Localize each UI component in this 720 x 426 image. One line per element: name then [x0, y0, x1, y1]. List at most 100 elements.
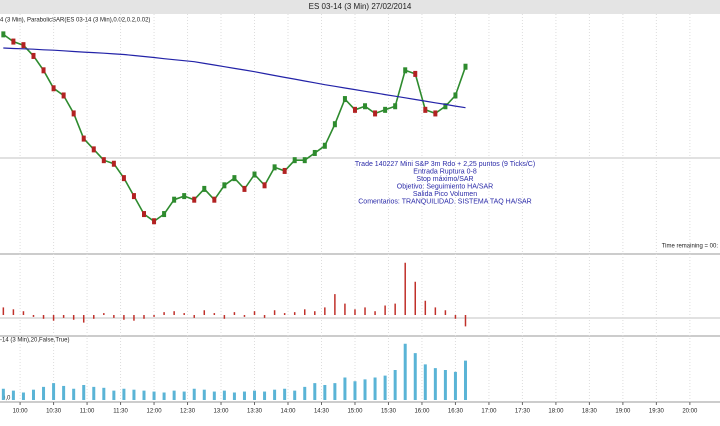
volume-axis-label: 0,0 [2, 396, 11, 402]
price-mark [433, 110, 438, 117]
price-mark [1, 31, 6, 38]
volume-bar [162, 392, 166, 400]
price-mark [131, 193, 136, 200]
price-mark [302, 157, 307, 164]
price-mark [403, 67, 408, 74]
x-tick-label: 15:30 [381, 409, 397, 415]
price-mark [282, 167, 287, 174]
price-mark [232, 175, 237, 182]
price-mark [81, 135, 86, 142]
moving-average [3, 47, 466, 109]
price-mark [342, 96, 347, 103]
volume-bar [152, 391, 156, 400]
price-mark [363, 103, 368, 110]
volume-bar [172, 390, 176, 400]
volume-bar [242, 391, 246, 400]
price-mark [413, 70, 418, 77]
volume-bar [212, 391, 216, 400]
price-mark [192, 196, 197, 203]
x-tick-label: 16:30 [448, 409, 464, 415]
volume-bar [423, 364, 427, 400]
volume-bar [72, 388, 76, 400]
annotation: Objetivo: Seguimiento HA/SAR [397, 183, 494, 190]
x-tick-label: 13:30 [247, 409, 263, 415]
x-tick-label: 10:00 [13, 409, 29, 415]
price-mark [21, 42, 26, 49]
x-tick-label: 14:00 [280, 409, 296, 415]
x-tick-label: 10:30 [46, 409, 62, 415]
price-mark [242, 185, 247, 192]
volume-bar [62, 385, 66, 400]
price-mark [172, 196, 177, 203]
price-mark [142, 211, 146, 218]
price-mark [352, 106, 357, 113]
price-mark [31, 52, 36, 59]
volume-bar [373, 377, 377, 400]
volume-bar [202, 389, 206, 400]
volume-bar [11, 390, 15, 400]
volume-bar [343, 377, 347, 400]
time-remaining: Time remaining = 00: [662, 244, 719, 250]
x-tick-label: 11:00 [80, 409, 95, 415]
volume-bar [102, 387, 106, 400]
price-mark [262, 182, 267, 189]
volume-bar [92, 386, 96, 400]
volume-bar [353, 381, 357, 400]
x-tick-label: 15:00 [347, 409, 363, 415]
x-tick-label: 12:30 [180, 409, 196, 415]
price-mark [202, 185, 207, 192]
price-mark [71, 110, 76, 117]
x-tick-label: 20:00 [682, 409, 698, 415]
volume-bar [273, 389, 277, 400]
volume-bar [52, 383, 56, 400]
volume-bar [31, 389, 35, 400]
volume-bar [192, 388, 196, 400]
volume-bar [333, 383, 337, 400]
x-tick-label: 11:30 [113, 409, 128, 415]
price-mark [272, 164, 277, 171]
price-mark [383, 106, 388, 113]
volume-bar [433, 368, 437, 400]
volume-bar [323, 385, 327, 400]
x-tick-label: 18:00 [548, 409, 564, 415]
price-mark [463, 63, 468, 70]
price-mark [121, 175, 126, 182]
x-tick-label: 17:00 [481, 409, 497, 415]
price-mark [453, 92, 458, 99]
price-mark [182, 193, 187, 200]
x-tick-label: 17:30 [515, 409, 531, 415]
volume-bar [132, 389, 136, 400]
volume-bar [283, 388, 287, 400]
volume-bar [263, 391, 267, 400]
x-tick-label: 19:00 [615, 409, 631, 415]
price-mark [443, 103, 448, 110]
volume-bar [182, 391, 186, 400]
price-mark [373, 110, 378, 117]
annotation: Salida Pico Volumen [413, 191, 477, 198]
volume-bar [21, 392, 25, 400]
price-mark [212, 196, 217, 203]
price-mark [11, 38, 16, 45]
x-tick-label: 18:30 [582, 409, 598, 415]
chart-title: ES 03-14 (3 Min) 27/02/2014 [309, 2, 412, 11]
annotation: Stop máximo/SAR [416, 176, 473, 183]
volume-bar [293, 390, 297, 400]
price-mark [332, 121, 337, 128]
indicator-label: 4 (3 Min), ParabolicSAR(ES 03-14 (3 Min)… [0, 18, 150, 24]
price-mark [91, 146, 96, 153]
volume-bar [393, 370, 397, 400]
price-mark [152, 218, 157, 225]
volume-bar [42, 386, 46, 400]
price-mark [252, 171, 257, 178]
price-line [2, 33, 467, 223]
price-mark [222, 182, 227, 189]
volume-bar [82, 385, 86, 400]
annotation: Comentarios: TRANQUILIDAD. SISTEMA TAQ H… [358, 198, 532, 205]
price-mark [51, 85, 56, 92]
volume-bar [313, 383, 317, 400]
price-mark [312, 149, 317, 156]
x-tick-label: 12:00 [147, 409, 163, 415]
volume-bar [413, 353, 417, 400]
volume-bar [222, 390, 226, 400]
